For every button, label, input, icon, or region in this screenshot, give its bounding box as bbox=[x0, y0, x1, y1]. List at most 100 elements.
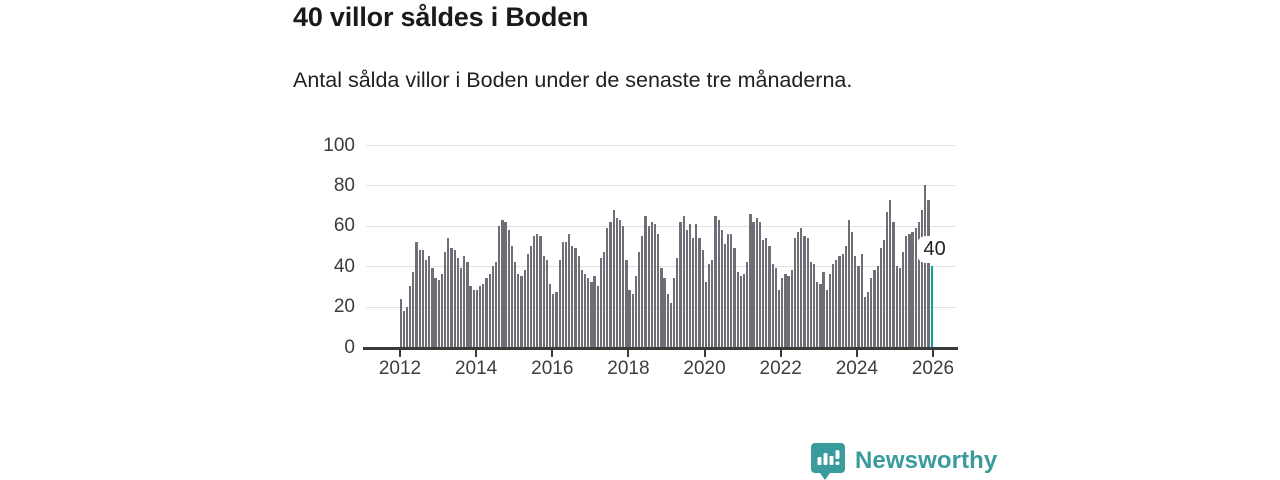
bar bbox=[507, 229, 510, 347]
bar bbox=[768, 246, 771, 347]
bar bbox=[402, 310, 405, 347]
bar bbox=[879, 248, 882, 347]
bar bbox=[564, 241, 568, 347]
bar bbox=[494, 262, 498, 347]
bar bbox=[437, 280, 440, 347]
bar bbox=[695, 223, 698, 347]
bar bbox=[908, 233, 911, 347]
bar bbox=[717, 219, 720, 347]
y-axis-tick-label: 40 bbox=[333, 255, 355, 277]
bar bbox=[898, 268, 901, 347]
bar bbox=[866, 292, 870, 347]
bar bbox=[447, 237, 450, 347]
bar bbox=[797, 231, 800, 347]
bar bbox=[688, 223, 692, 347]
bar bbox=[555, 292, 558, 347]
bar bbox=[533, 235, 536, 347]
bar bbox=[501, 219, 504, 347]
bar bbox=[809, 262, 812, 347]
bar bbox=[844, 246, 847, 347]
y-axis-tick-label: 80 bbox=[333, 174, 355, 196]
x-axis-tick-label: 2022 bbox=[759, 358, 802, 379]
bar bbox=[593, 276, 596, 347]
bar bbox=[479, 286, 482, 347]
bar bbox=[638, 252, 641, 347]
bar bbox=[921, 209, 924, 347]
bar bbox=[482, 284, 485, 347]
bar bbox=[574, 248, 577, 347]
bar bbox=[803, 235, 806, 347]
y-axis-tick-label: 0 bbox=[344, 336, 355, 358]
bar bbox=[644, 215, 647, 347]
bar bbox=[520, 276, 523, 347]
bar bbox=[892, 221, 895, 347]
bar bbox=[571, 246, 574, 347]
bar bbox=[701, 250, 704, 347]
bar bbox=[895, 266, 898, 347]
bar bbox=[498, 225, 501, 347]
bar bbox=[653, 223, 657, 347]
bar bbox=[536, 233, 539, 347]
bar bbox=[787, 276, 790, 347]
y-axis-tick-label: 60 bbox=[333, 215, 355, 237]
bar bbox=[730, 233, 733, 347]
bar bbox=[685, 229, 688, 347]
bar bbox=[513, 262, 517, 347]
bar bbox=[545, 260, 549, 347]
bar bbox=[777, 290, 781, 347]
bar bbox=[431, 268, 434, 347]
bar bbox=[828, 274, 832, 347]
bar bbox=[412, 272, 415, 347]
x-axis-tickmark bbox=[475, 349, 478, 357]
bar bbox=[790, 270, 793, 347]
bar bbox=[901, 252, 905, 347]
bar bbox=[657, 233, 660, 347]
bar bbox=[399, 298, 402, 347]
bar bbox=[841, 254, 844, 347]
x-axis-tickmark bbox=[551, 349, 554, 357]
bar bbox=[456, 258, 459, 347]
bar bbox=[727, 233, 730, 347]
bar bbox=[882, 239, 886, 347]
bar bbox=[793, 237, 797, 347]
bar bbox=[606, 227, 609, 347]
x-axis-tickmark bbox=[703, 349, 706, 357]
bar bbox=[625, 260, 628, 347]
bar bbox=[720, 229, 723, 347]
bar bbox=[876, 266, 879, 347]
bar bbox=[424, 260, 428, 347]
bar bbox=[905, 235, 908, 347]
x-axis-tick-label: 2026 bbox=[911, 358, 955, 379]
bar bbox=[485, 278, 488, 347]
x-axis-tick-label: 2012 bbox=[378, 358, 422, 379]
bar bbox=[529, 246, 533, 347]
bar bbox=[682, 215, 685, 347]
x-axis-tick-label: 2014 bbox=[454, 358, 498, 379]
bar bbox=[800, 227, 803, 347]
gridline bbox=[366, 266, 956, 268]
bar bbox=[771, 264, 774, 347]
y-axis-tick-label: 100 bbox=[323, 134, 355, 156]
x-axis-tickmark bbox=[855, 349, 858, 357]
bar bbox=[917, 221, 921, 347]
bar bbox=[749, 213, 752, 347]
bar bbox=[488, 274, 491, 347]
bar bbox=[806, 237, 809, 347]
bar bbox=[596, 286, 599, 347]
bar bbox=[434, 278, 437, 347]
bar bbox=[463, 256, 466, 347]
gridline bbox=[366, 145, 956, 146]
bar bbox=[822, 272, 825, 347]
bar bbox=[714, 215, 717, 347]
bar bbox=[762, 239, 765, 347]
bar bbox=[612, 209, 615, 347]
bar bbox=[660, 268, 663, 347]
bar bbox=[924, 185, 927, 347]
bar bbox=[781, 278, 784, 347]
bar bbox=[421, 250, 424, 347]
bar bbox=[539, 235, 542, 347]
bar bbox=[711, 260, 714, 347]
bar bbox=[405, 306, 409, 347]
newsworthy-logo-icon bbox=[811, 443, 845, 480]
chart-title: 40 villor såldes i Boden bbox=[293, 2, 589, 32]
